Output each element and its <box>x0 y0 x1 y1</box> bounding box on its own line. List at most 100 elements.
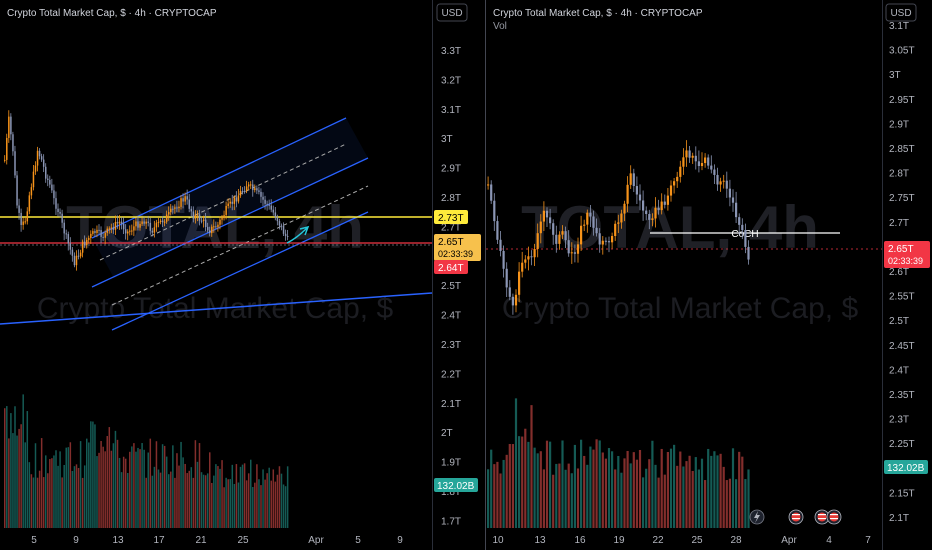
right-y-tick: 2.35T <box>889 390 915 401</box>
left-candle <box>165 210 168 224</box>
right-candle <box>669 180 673 202</box>
left-candle-body <box>12 134 14 152</box>
left-candle <box>286 230 289 241</box>
right-candle <box>725 171 728 198</box>
left-candle-body <box>53 190 55 199</box>
left-candle <box>10 113 12 141</box>
right-volume-bar <box>570 473 573 528</box>
right-volume-bar <box>558 463 561 528</box>
left-x-tick: 21 <box>195 535 207 546</box>
right-currency-button[interactable] <box>885 3 917 22</box>
right-volume-bar <box>601 452 604 528</box>
left-candle <box>118 214 121 230</box>
left-volume-bar <box>61 477 63 528</box>
left-x-tick: 9 <box>73 535 79 546</box>
left-volume-bar <box>264 479 266 528</box>
right-volume-bar <box>611 451 614 528</box>
left-volume-bar <box>65 447 67 528</box>
left-volume-bar <box>22 394 24 528</box>
left-candle-body <box>262 196 264 200</box>
left-volume-bar <box>168 474 170 528</box>
left-candle-body <box>145 221 147 224</box>
right-candle <box>545 207 549 228</box>
right-candle <box>673 177 676 194</box>
left-volume-bar <box>204 475 207 528</box>
left-volume-bar <box>145 477 147 528</box>
left-candle <box>129 225 131 236</box>
left-candle-body <box>276 217 279 222</box>
left-x-tick: 13 <box>112 535 124 546</box>
left-candle <box>51 178 53 194</box>
right-watermark: TOTAL, 4h <box>521 194 819 261</box>
left-candle <box>168 206 170 221</box>
left-candle-body <box>194 214 197 219</box>
left-y-tick: 2.3T <box>441 340 461 351</box>
left-candle <box>274 207 277 221</box>
right-volume-bar <box>697 469 700 528</box>
left-volume-bar <box>137 447 139 528</box>
right-candle-body <box>583 224 586 226</box>
left-volume-bar <box>114 430 117 528</box>
left-volume-bar <box>90 421 92 528</box>
left-volume-bar <box>26 411 29 528</box>
right-currency-label[interactable]: USD <box>890 8 911 19</box>
right-candle <box>604 237 607 246</box>
right-candle-body <box>691 155 694 158</box>
left-x-tick: Apr <box>308 535 324 546</box>
left-candle-body <box>36 150 39 166</box>
right-candle <box>666 188 669 211</box>
left-candle-body <box>161 220 164 223</box>
left-candle <box>262 192 264 207</box>
right-candle <box>514 289 518 313</box>
left-volume-bar <box>254 482 256 528</box>
left-candle <box>225 201 227 220</box>
right-candle <box>558 231 561 250</box>
left-candle <box>280 223 283 231</box>
left-candle-body <box>98 229 100 231</box>
us-flag-event-icon-stripe <box>792 514 800 516</box>
right-volume-bar <box>735 479 738 528</box>
right-volume-bar <box>583 455 586 528</box>
left-volume-bar <box>155 441 158 528</box>
left-candle <box>81 239 84 258</box>
left-volume-bar <box>98 452 100 528</box>
left-candle-body <box>241 190 244 192</box>
left-volume-bar <box>256 464 258 528</box>
left-candle <box>55 191 57 216</box>
left-currency-label[interactable]: USD <box>441 8 462 19</box>
left-channel-middle <box>91 157 369 288</box>
right-volume-bar <box>607 448 611 528</box>
left-volume-bar <box>102 446 104 528</box>
left-annotation-arrowhead <box>299 225 310 236</box>
left-volume-bar <box>190 467 193 528</box>
right-candle <box>688 145 691 163</box>
left-candle-body <box>77 255 80 257</box>
right-volume-bar <box>713 451 716 528</box>
left-volume-bar <box>217 466 219 528</box>
left-volume-bar <box>282 484 285 528</box>
right-y-tick: 2.5T <box>889 316 909 327</box>
right-candle-body <box>527 256 530 260</box>
right-volume-bar <box>502 459 505 528</box>
left-candle-body <box>227 203 229 207</box>
left-currency-button[interactable] <box>436 3 468 22</box>
left-candle-body <box>233 197 236 204</box>
left-volume-label: 132.02B <box>437 481 475 492</box>
left-candle-body <box>274 212 277 218</box>
left-candle-body <box>14 151 16 176</box>
right-candle-body <box>505 268 508 288</box>
right-volume-bar <box>704 480 707 528</box>
right-candle-body <box>545 210 549 218</box>
left-volume-bar <box>194 440 197 528</box>
left-candle-body <box>211 226 213 234</box>
right-volume-bar <box>589 446 592 528</box>
left-volume-bar <box>235 464 238 528</box>
right-candle <box>716 167 719 191</box>
left-candle <box>6 133 8 165</box>
right-candle <box>728 179 731 207</box>
right-candle-body <box>598 233 601 245</box>
left-candle-body <box>188 199 190 209</box>
right-volume-bar <box>669 448 673 528</box>
